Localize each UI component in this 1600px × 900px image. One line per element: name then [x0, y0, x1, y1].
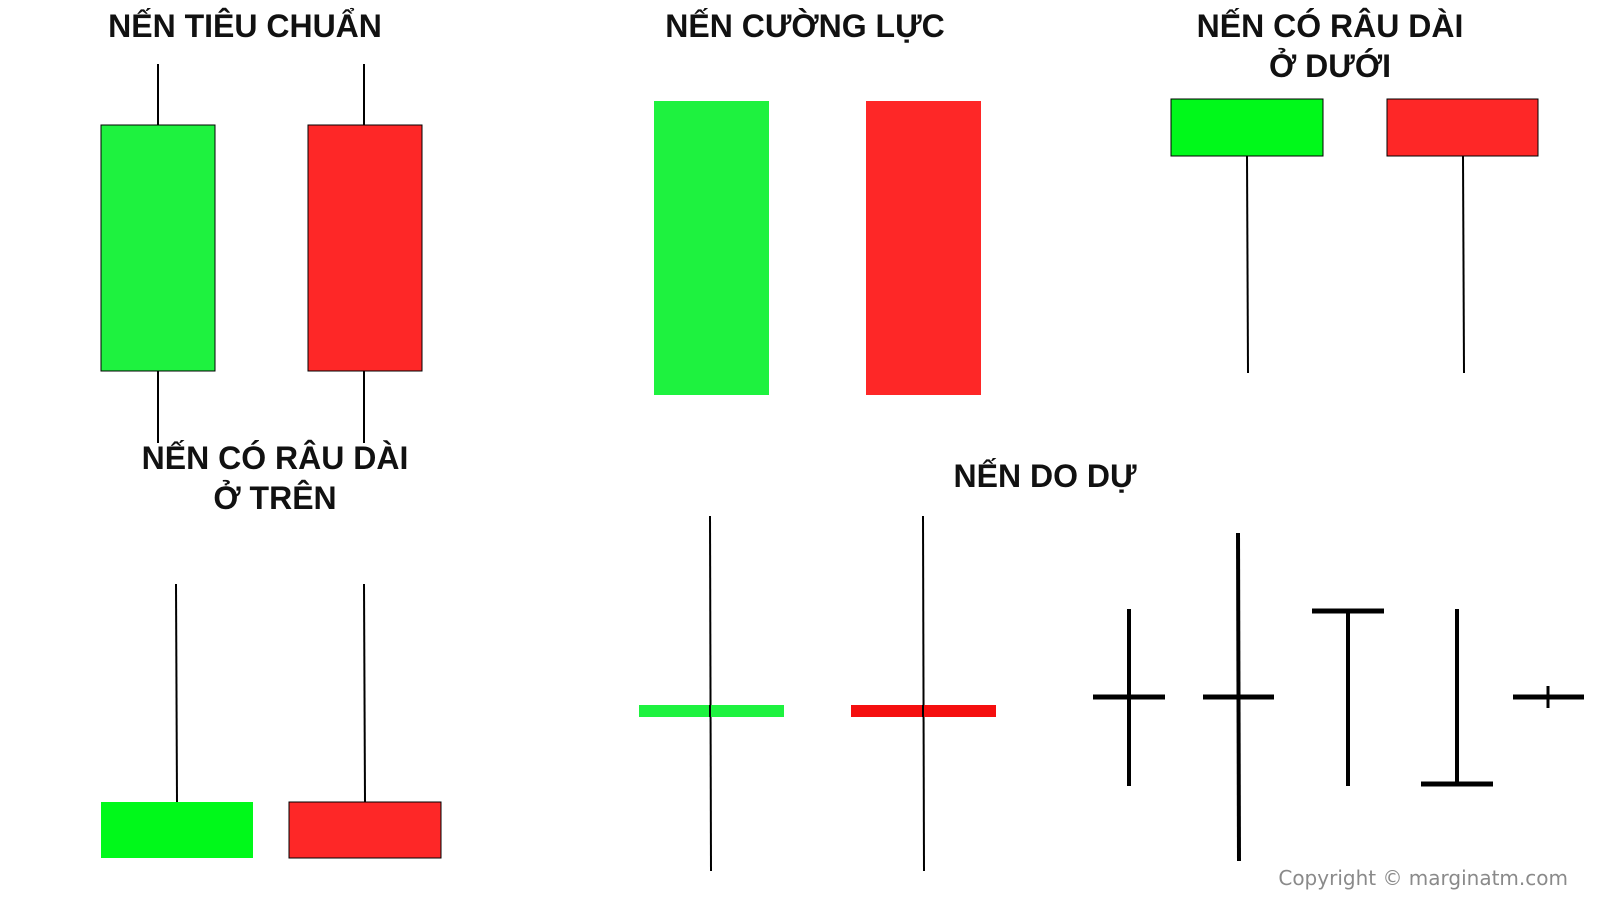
doji-variant-four-price: [1513, 686, 1584, 708]
wick-lower: [1246, 155, 1249, 374]
title-upper-wick-line1: NẾN CÓ RÂU DÀI: [141, 440, 409, 476]
title-lower-wick-line2: Ở DƯỚI: [1268, 48, 1392, 84]
doji-variant-long-legged: [1203, 532, 1274, 862]
candle-body-bearish: [307, 124, 423, 372]
doji-candle-bearish: [851, 515, 996, 872]
copyright-text: Copyright © marginatm.com: [1278, 866, 1568, 890]
candle-body-bearish: [866, 101, 981, 395]
title-upper-wick-line2: Ở TRÊN: [213, 480, 337, 516]
doji-variant-dragonfly: [1312, 608, 1384, 786]
wick-upper: [175, 583, 178, 804]
wick: [709, 515, 712, 872]
title-upper-wick-candles: NẾN CÓ RÂU DÀI Ở TRÊN: [125, 438, 425, 518]
title-standard-candles: NẾN TIÊU CHUẨN: [100, 6, 390, 46]
doji-candle-bullish: [639, 515, 784, 872]
doji-variant-gravestone: [1421, 609, 1493, 787]
candle-body-bullish: [101, 802, 253, 858]
candle-body-bearish: [288, 801, 442, 859]
standard-candle-bearish: [307, 64, 423, 443]
title-strong-text: NẾN CƯỜNG LỰC: [665, 8, 945, 44]
upper-wick-candle-bearish: [288, 583, 442, 859]
candle-body-bullish: [654, 101, 769, 395]
doji-variant-plus: [1093, 609, 1165, 786]
lower-wick-candle-bullish: [1170, 98, 1324, 374]
title-indecision-candles: NẾN DO DỰ: [935, 456, 1155, 496]
title-strong-candles: NẾN CƯỜNG LỰC: [655, 6, 955, 46]
wick-lower: [1462, 155, 1465, 374]
title-standard-text: NẾN TIÊU CHUẨN: [108, 8, 382, 44]
title-indecision-text: NẾN DO DỰ: [953, 458, 1137, 494]
strong-candle-bullish: [654, 101, 769, 395]
title-lower-wick-candles: NẾN CÓ RÂU DÀI Ở DƯỚI: [1180, 6, 1480, 86]
upper-wick-candle-bullish: [101, 583, 253, 858]
candle-body-bullish: [1170, 98, 1324, 157]
candle-body-bullish: [100, 124, 216, 372]
wick: [922, 515, 925, 872]
title-lower-wick-line1: NẾN CÓ RÂU DÀI: [1196, 8, 1464, 44]
doji-body-bullish: [639, 705, 784, 717]
lower-wick-candle-bearish: [1386, 98, 1539, 374]
standard-candle-bullish: [100, 64, 216, 443]
wick-upper: [363, 583, 366, 804]
strong-candle-bearish: [866, 101, 981, 395]
candle-body-bearish: [1386, 98, 1539, 157]
